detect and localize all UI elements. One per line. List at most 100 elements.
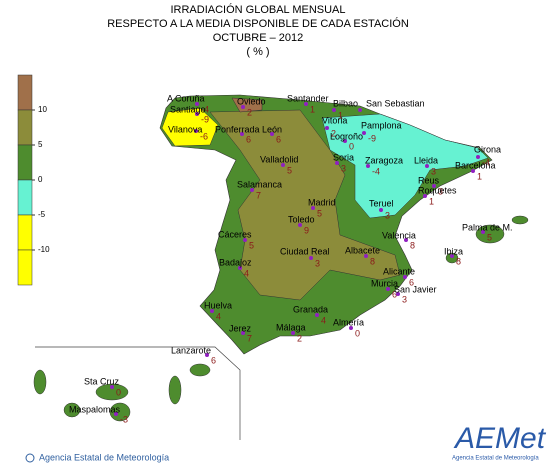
- station-value: 3: [431, 166, 436, 176]
- station-value: 2: [331, 128, 336, 138]
- contour-brown: [231, 97, 263, 113]
- station-point: [432, 184, 436, 188]
- station-name: Santander: [287, 93, 329, 103]
- legend-label: -5: [38, 210, 46, 219]
- station-point: [423, 194, 427, 198]
- contour-yellow: [161, 107, 219, 147]
- station-name: Huelva: [204, 300, 232, 310]
- station-name: Salamanca: [237, 179, 282, 189]
- station-name: Roquetes: [418, 185, 457, 195]
- station-name: Albacete: [345, 245, 380, 255]
- station-value: 1: [338, 110, 343, 120]
- station-value: 5: [249, 240, 254, 250]
- station-point: [210, 309, 214, 313]
- station-value: 5: [287, 165, 292, 175]
- station-point: [379, 208, 383, 212]
- legend-swatch: [17, 74, 33, 111]
- station-point: [195, 102, 199, 106]
- station-value: 1: [477, 171, 482, 181]
- station-point: [332, 108, 336, 112]
- island: [168, 375, 182, 405]
- legend-swatch: [17, 249, 33, 286]
- station-point: [311, 206, 315, 210]
- station-point: [309, 256, 313, 260]
- station-value: 8: [410, 240, 415, 250]
- legend-label: 10: [38, 105, 47, 114]
- station-value: 2: [297, 333, 302, 343]
- station-point: [481, 230, 485, 234]
- station-name: San Sebastian: [366, 98, 425, 108]
- station-point: [194, 129, 198, 133]
- station-point: [205, 353, 209, 357]
- title-line: IRRADIACIÓN GLOBAL MENSUAL: [170, 3, 345, 16]
- station-name: San Javier: [394, 284, 437, 294]
- station-value: 9: [304, 225, 309, 235]
- title-line: OCTUBRE – 2012: [213, 32, 303, 44]
- station-name: Lanzarote: [171, 345, 211, 355]
- station-value: 2: [247, 107, 252, 117]
- station-name: Toledo: [288, 214, 315, 224]
- station-point: [349, 326, 353, 330]
- title-line: ( % ): [246, 46, 269, 58]
- contour-olive: [209, 109, 401, 301]
- station-value: -4: [201, 104, 209, 114]
- station-point: [315, 313, 319, 317]
- station-value: 1: [310, 104, 315, 114]
- island: [109, 402, 131, 422]
- station-name: Logroño: [330, 131, 363, 141]
- mallorca: [475, 224, 505, 244]
- station-name: Málaga: [276, 322, 306, 332]
- station-value: 0: [116, 387, 121, 397]
- station-name: Alicante: [383, 266, 415, 276]
- station-name: Barcelona: [455, 160, 496, 170]
- station-point: [386, 287, 390, 291]
- station-value: -3: [120, 414, 128, 424]
- station-value: 6: [276, 134, 281, 144]
- menorca: [511, 215, 529, 225]
- station-name: Bilbao: [333, 98, 358, 108]
- station-name: Jerez: [229, 323, 252, 333]
- station-name: Murcia: [371, 278, 398, 288]
- station-point: [450, 254, 454, 258]
- station-value: 1: [429, 196, 434, 206]
- station-point: [471, 169, 475, 173]
- station-value: 3: [402, 294, 407, 304]
- station-value: -4: [482, 157, 490, 167]
- legend-swatch: [17, 214, 33, 251]
- stations: A Coruña-4Santiago-9Vilanova-6Ponferrada…: [69, 93, 513, 424]
- station-value: 4: [321, 315, 326, 325]
- logo: AEMet: [453, 422, 547, 455]
- logo-sub: Agencia Estatal de Meteorología: [452, 456, 539, 462]
- station-value: -9: [201, 114, 209, 124]
- station-point: [195, 112, 199, 116]
- station-point: [358, 108, 362, 112]
- legend-swatch: [17, 109, 33, 146]
- station-value: 5: [317, 208, 322, 218]
- station-name: Valladolid: [260, 154, 298, 164]
- station-value: 7: [247, 333, 252, 343]
- station-name: Vitoria: [322, 115, 347, 125]
- legend-label: 5: [38, 140, 43, 149]
- station-point: [362, 131, 366, 135]
- title-line: RESPECTO A LA MEDIA DISPONIBLE DE CADA E…: [107, 17, 409, 30]
- station-name: Almería: [333, 317, 364, 327]
- station-value: 6: [246, 134, 251, 144]
- station-value: -4: [372, 166, 380, 176]
- island: [63, 402, 81, 418]
- contour-cyan: [321, 113, 489, 219]
- station-name: Ponferrada: [215, 124, 260, 134]
- island: [189, 363, 211, 377]
- station-point: [366, 164, 370, 168]
- footer: Agencia Estatal de Meteorología AEMet Ag…: [25, 422, 547, 463]
- station-name: Ibiza: [444, 246, 463, 256]
- station-name: Maspalomas: [69, 404, 121, 414]
- station-value: 3: [315, 258, 320, 268]
- station-point: [240, 132, 244, 136]
- station-name: A Coruña: [167, 93, 205, 103]
- station-point: [243, 238, 247, 242]
- station-point: [325, 126, 329, 130]
- station-point: [364, 254, 368, 258]
- station-point: [396, 292, 400, 296]
- station-name: Madrid: [308, 197, 336, 207]
